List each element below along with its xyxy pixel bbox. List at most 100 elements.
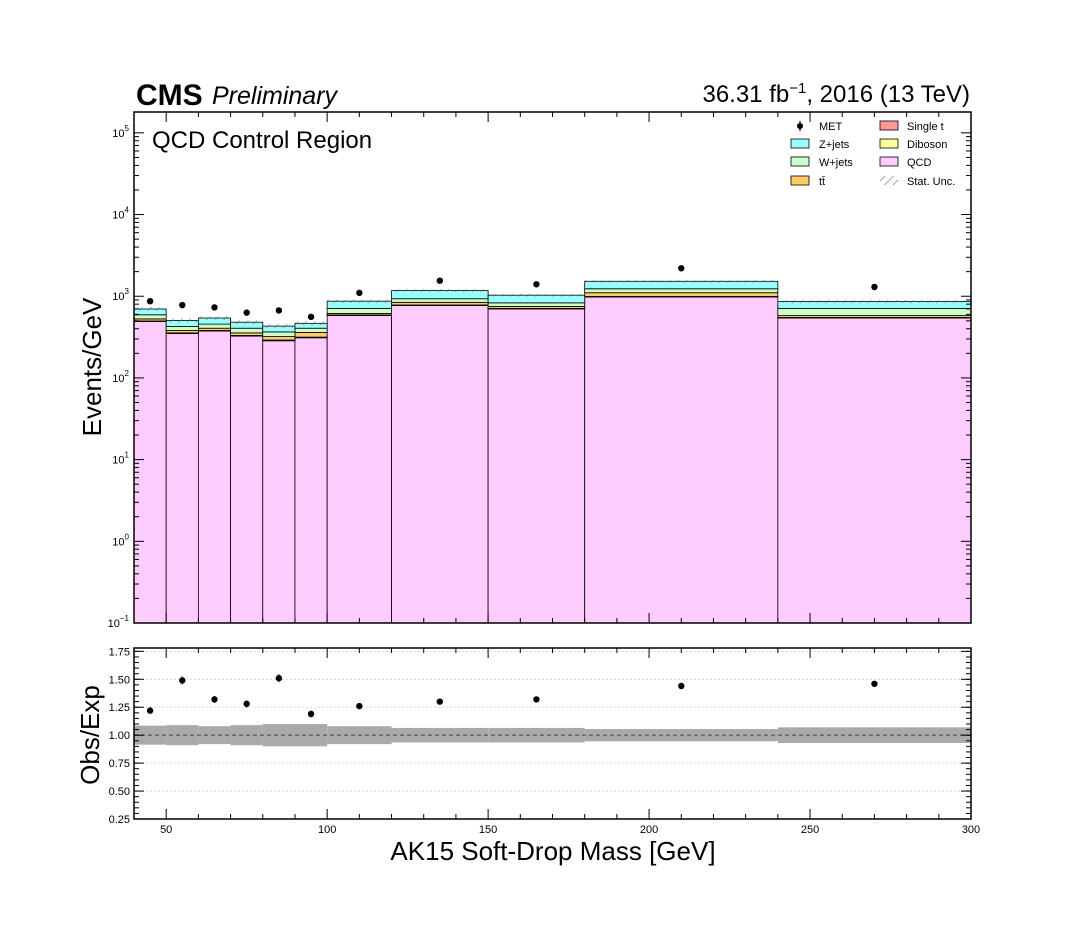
legend-entry: MET bbox=[797, 121, 843, 133]
legend: MET Single t Z+jets Diboson W+jets QCD tt̄ Stat… bbox=[790, 120, 955, 188]
data-point bbox=[307, 313, 315, 321]
ratio-band-bin bbox=[391, 727, 489, 743]
bar bbox=[584, 292, 779, 297]
legend-label: tt̄ bbox=[819, 176, 825, 188]
y-tick-label: 100 bbox=[112, 532, 129, 548]
main-panel: 10−1 100 101 102 103 104 105 QCD Control Regio… bbox=[77, 111, 972, 630]
x-tick-label: 200 bbox=[640, 824, 658, 836]
bar bbox=[326, 315, 392, 624]
ratio-point bbox=[533, 696, 540, 703]
data-point bbox=[211, 304, 218, 311]
series-qcd bbox=[133, 296, 972, 624]
legend-entry: Z+jets bbox=[790, 138, 850, 151]
ratio-point bbox=[275, 674, 283, 682]
ratio-y-tick-label: 0.25 bbox=[109, 814, 130, 826]
stat-unc-bin bbox=[134, 307, 167, 311]
ratio-frame bbox=[133, 647, 972, 820]
legend-entry: tt̄ bbox=[790, 175, 825, 188]
ratio-band-bin bbox=[262, 724, 295, 747]
ratio-point bbox=[179, 677, 186, 684]
ratio-point bbox=[871, 680, 878, 687]
bar bbox=[487, 308, 586, 624]
bar bbox=[391, 298, 489, 303]
y-tick-label: 101 bbox=[112, 451, 129, 467]
legend-label: Single t bbox=[907, 121, 944, 133]
ratio-point bbox=[243, 700, 250, 708]
data-point bbox=[436, 277, 444, 284]
bar bbox=[197, 330, 231, 624]
stat-unc-bin bbox=[777, 300, 971, 304]
ratio-point bbox=[356, 702, 363, 710]
legend-label: MET bbox=[819, 121, 843, 133]
bar bbox=[197, 323, 231, 329]
legend-marker bbox=[797, 123, 803, 129]
data-point bbox=[678, 265, 685, 272]
y-tick-label: 10−1 bbox=[108, 614, 130, 630]
legend-label: Stat. Unc. bbox=[907, 176, 955, 188]
lumi-label: 36.31 fb−1, 2016 (13 TeV) bbox=[702, 80, 970, 108]
x-tick-label: 100 bbox=[318, 824, 336, 836]
ratio-band-bin bbox=[166, 725, 199, 746]
bar bbox=[391, 305, 489, 624]
legend-swatch bbox=[879, 138, 899, 149]
bar bbox=[133, 314, 167, 320]
ratio-point bbox=[678, 682, 685, 690]
experiment-label: CMS bbox=[136, 79, 203, 112]
ratio-y-axis-label: Obs/Exp bbox=[75, 685, 105, 785]
bar bbox=[294, 327, 328, 333]
region-label: QCD Control Region bbox=[152, 127, 372, 154]
y-tick-label: 104 bbox=[112, 206, 129, 222]
main-frame bbox=[133, 111, 972, 624]
stat-uncertainty-band bbox=[134, 280, 971, 329]
bar bbox=[777, 317, 972, 624]
legend-entry: Diboson bbox=[879, 138, 947, 151]
data-point bbox=[356, 289, 363, 297]
ratio-uncertainty-band bbox=[134, 724, 971, 747]
bar bbox=[487, 302, 586, 307]
data-point bbox=[243, 309, 250, 316]
y-tick-label: 102 bbox=[112, 369, 129, 385]
ratio-panel: 0.25 0.50 0.75 1.00 1.25 1.50 1.75 50 100 150 200 2… bbox=[75, 646, 980, 866]
ratio-point bbox=[436, 698, 444, 705]
stat-unc-bin bbox=[584, 280, 778, 283]
ratio-y-tick-label: 0.50 bbox=[109, 786, 130, 798]
stat-unc-bin bbox=[262, 324, 295, 329]
bar bbox=[165, 326, 199, 331]
legend-hatch bbox=[880, 176, 898, 185]
legend-swatch bbox=[790, 138, 810, 149]
legend-entry: QCD bbox=[879, 156, 932, 169]
legend-entry: Stat. Unc. bbox=[880, 176, 955, 188]
data-point bbox=[179, 301, 186, 309]
ratio-points bbox=[146, 674, 878, 718]
stat-unc-bin bbox=[166, 318, 199, 323]
x-tick-label: 150 bbox=[479, 824, 497, 836]
ratio-y-tick-label: 1.50 bbox=[109, 674, 130, 686]
legend-entry: W+jets bbox=[790, 156, 853, 169]
ratio-band-bin bbox=[777, 727, 971, 743]
ratio-y-tick-label: 1.25 bbox=[109, 702, 130, 714]
main-axes-ticks: 10−1 100 101 102 103 104 105 bbox=[108, 112, 972, 630]
data-point bbox=[871, 283, 878, 291]
stack-histograms bbox=[133, 280, 972, 624]
bar bbox=[294, 331, 328, 338]
ratio-point bbox=[146, 707, 154, 714]
ratio-point bbox=[211, 696, 218, 703]
ratio-point bbox=[307, 710, 315, 718]
bar bbox=[584, 288, 779, 294]
ratio-axes-ticks: 0.25 0.50 0.75 1.00 1.25 1.50 1.75 50 100 150 200 2… bbox=[109, 646, 981, 836]
ratio-y-tick-label: 1.00 bbox=[109, 730, 130, 742]
legend-label: Diboson bbox=[907, 139, 947, 151]
y-tick-label: 105 bbox=[112, 124, 129, 140]
bar bbox=[584, 296, 779, 624]
main-y-axis-label: Events/GeV bbox=[77, 297, 107, 436]
legend-swatch bbox=[790, 156, 810, 167]
x-axis-label: AK15 Soft-Drop Mass [GeV] bbox=[390, 836, 715, 866]
stat-unc-bin bbox=[327, 299, 392, 303]
y-tick-label: 103 bbox=[112, 287, 129, 303]
ratio-y-tick-label: 1.75 bbox=[109, 646, 130, 658]
data-point bbox=[275, 307, 283, 314]
legend-swatch bbox=[879, 156, 899, 167]
legend-entry: Single t bbox=[879, 120, 944, 133]
bar bbox=[262, 340, 296, 624]
